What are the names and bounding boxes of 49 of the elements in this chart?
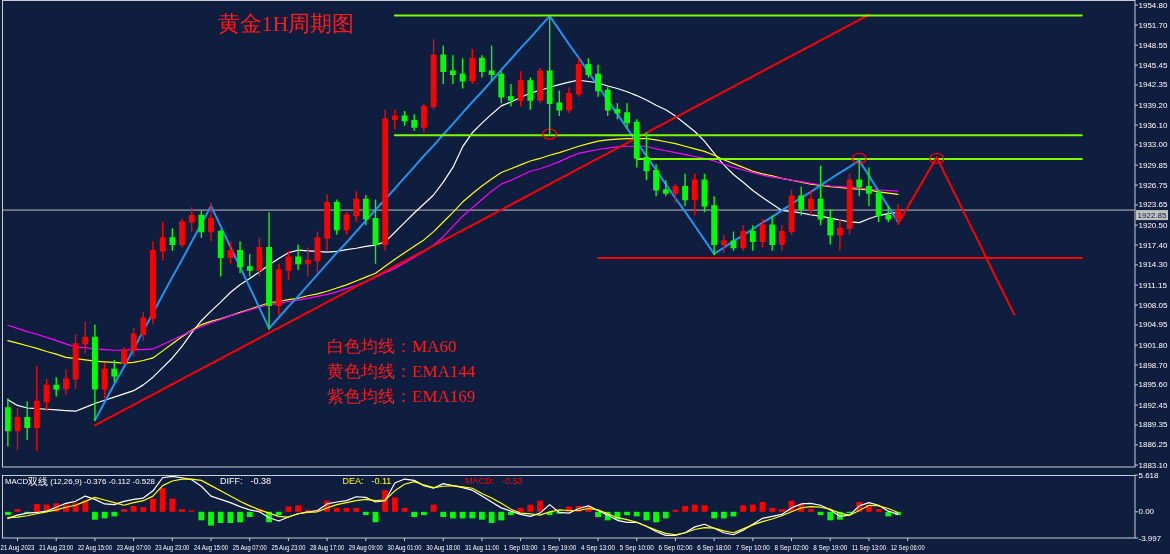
series-label: DEA:	[342, 476, 364, 486]
x-tick-label: 6 Sep 18:00	[697, 542, 732, 553]
annotation: 黄色均线：EMA144	[327, 362, 476, 381]
y-tick-label: 1951.70	[1138, 20, 1168, 30]
y-tick-label: 1945.45	[1138, 60, 1168, 70]
ref-line-label: 1922.85	[1137, 210, 1168, 220]
y-tick-label: 1901.80	[1138, 340, 1168, 350]
y-tick-label: 1895.60	[1138, 380, 1168, 390]
x-tick-label: 6 Sep 02:00	[658, 542, 693, 553]
y-tick-label: 1948.55	[1138, 40, 1168, 50]
y-tick-label: 1917.40	[1138, 240, 1168, 250]
text: MACD:	[465, 476, 494, 486]
y-tick-label: 1939.20	[1138, 100, 1168, 110]
y-tick-label: 1929.85	[1138, 160, 1168, 170]
y-tick-label: 1926.75	[1138, 180, 1168, 190]
series-label: DIFF:	[220, 476, 243, 486]
annotation: MACD双线 (12,26,9) -0.376 -0.112 -0.528	[5, 475, 156, 487]
y-tick-label: 5.618	[1138, 470, 1160, 480]
y-tick-label: 1936.10	[1138, 120, 1168, 130]
annotation: -0.53	[502, 476, 523, 486]
x-tick-label: 8 Sep 02:00	[774, 542, 809, 553]
y-tick-label: 1923.65	[1138, 200, 1168, 210]
y-tick-label: 1908.05	[1138, 300, 1168, 310]
y-tick-label: 1954.80	[1138, 0, 1168, 10]
y-tick-label: 1883.10	[1138, 460, 1168, 470]
x-tick-label: 5 Sep 10:00	[619, 542, 654, 553]
y-tick-label: 1933.00	[1138, 140, 1168, 150]
annotation: 白色均线：MA60	[327, 337, 457, 356]
x-tick-label: 1 Sep 19:00	[542, 542, 577, 553]
x-tick-label: 1 Sep 03:00	[503, 542, 538, 553]
annotation: 紫色均线：EMA169	[327, 387, 476, 406]
x-tick-label: 7 Sep 10:00	[735, 542, 770, 553]
y-tick-label: 1911.15	[1138, 280, 1168, 290]
text: 黄金1H周期图	[217, 11, 355, 36]
annotation: -0.11	[371, 476, 392, 486]
y-tick-label: 0.00	[1138, 507, 1155, 517]
y-tick-label: 1904.95	[1138, 320, 1168, 330]
y-tick-label: 1889.35	[1138, 420, 1168, 430]
y-tick-label: 1942.35	[1138, 80, 1168, 90]
y-tick-label: 1898.70	[1138, 360, 1168, 370]
y-tick-label: 1920.50	[1138, 220, 1168, 230]
x-tick-label: 4 Sep 13:00	[581, 542, 615, 553]
y-tick-label: -3.997	[1138, 533, 1162, 543]
y-tick-label: 1886.25	[1138, 440, 1168, 450]
annotation: -0.38	[250, 476, 272, 486]
y-tick-label: 1892.45	[1138, 400, 1168, 410]
x-tick-label: 21 Aug 2023	[0, 542, 35, 553]
x-tick-label: 8 Sep 19:00	[813, 542, 848, 553]
y-tick-label: 1914.30	[1138, 260, 1168, 270]
